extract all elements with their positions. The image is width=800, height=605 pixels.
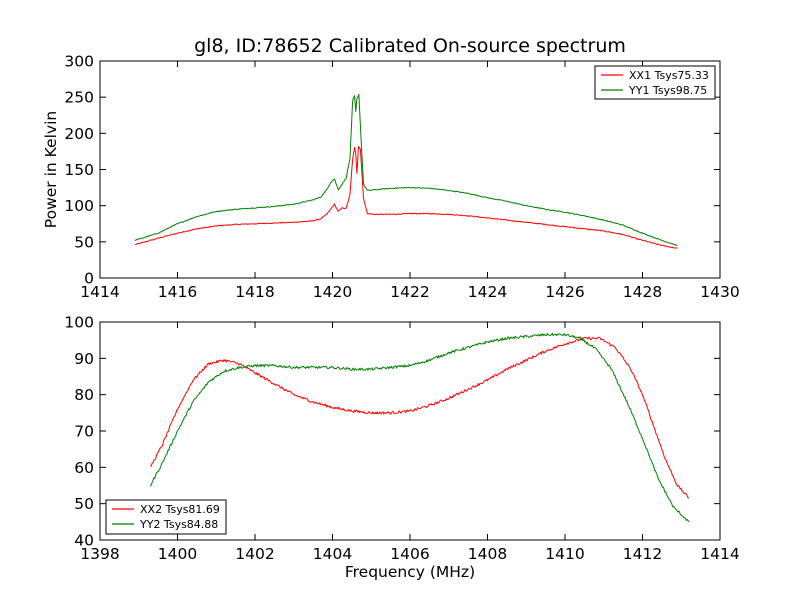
y-tick-label: 60 (74, 459, 94, 477)
x-tick-label: 1406 (390, 545, 429, 563)
legend-label-2: YY1 Tsys98.75 (628, 84, 707, 97)
y-tick-label: 100 (64, 197, 94, 215)
y-tick-label: 200 (64, 125, 94, 143)
series-line-2 (149, 332, 690, 523)
legend-label-2: YY2 Tsys84.88 (139, 518, 218, 531)
x-tick-label: 1418 (235, 283, 274, 301)
bottom-panel-legend: XX2 Tsys81.69 YY2 Tsys84.88 (105, 499, 227, 535)
y-tick-label: 50 (74, 233, 94, 251)
x-tick-label: 1408 (468, 545, 507, 563)
x-tick-label: 1398 (80, 545, 119, 563)
x-tick-label: 1410 (545, 545, 584, 563)
x-tick-label: 1430 (700, 283, 739, 301)
y-tick-label: 50 (74, 495, 94, 513)
top-panel-marks (134, 93, 678, 249)
x-tick-label: 1420 (313, 283, 352, 301)
x-tick-label: 1404 (313, 545, 352, 563)
y-tick-label: 70 (74, 423, 94, 441)
legend-box (594, 65, 716, 100)
figure-title: gl8, ID:78652 Calibrated On-source spect… (194, 35, 626, 57)
x-tick-label: 1414 (700, 545, 739, 563)
y-tick-label: 100 (64, 314, 94, 332)
legend-label-1: XX1 Tsys75.33 (629, 69, 709, 82)
bottom-panel-x-axis-label: Frequency (MHz) (345, 563, 475, 581)
x-tick-label: 1402 (235, 545, 274, 563)
series-line-2 (134, 93, 678, 246)
x-tick-label: 1416 (158, 283, 197, 301)
x-tick-label: 1412 (623, 545, 662, 563)
y-tick-label: 90 (74, 350, 94, 368)
top-panel-y-axis-label: Power in Kelvin (42, 111, 60, 228)
x-tick-label: 1400 (158, 545, 197, 563)
y-tick-label: 250 (64, 89, 94, 107)
y-tick-label: 150 (64, 161, 94, 179)
series-line-1 (150, 336, 690, 499)
y-tick-label: 0 (84, 270, 94, 288)
y-tick-label: 80 (74, 386, 94, 404)
legend-label-1: XX2 Tsys81.69 (140, 503, 220, 516)
y-tick-label: 300 (64, 53, 94, 71)
bottom-spectrum-panel: 1398 1400 1402 1404 1406 1408 1410 1412 1414 40 50… (64, 314, 739, 582)
series-line-1 (134, 145, 678, 249)
y-tick-label: 40 (74, 532, 94, 550)
x-tick-label: 1426 (545, 283, 584, 301)
top-spectrum-panel: 1414 1416 1418 1420 1422 1424 1426 1428 1430 0 50 1… (42, 53, 740, 302)
x-tick-label: 1422 (390, 283, 429, 301)
top-panel-ticks: 1414 1416 1418 1420 1422 1424 1426 1428 1430 0 50 1… (64, 53, 739, 302)
bottom-panel-ticks: 1398 1400 1402 1404 1406 1408 1410 1412 1414 40 50… (64, 314, 739, 564)
bottom-panel-marks (149, 332, 690, 523)
top-panel-legend: XX1 Tsys75.33 YY1 Tsys98.75 (594, 65, 716, 100)
x-tick-label: 1428 (623, 283, 662, 301)
x-tick-label: 1424 (468, 283, 507, 301)
x-tick-label: 1414 (80, 283, 119, 301)
legend-box (105, 499, 227, 535)
